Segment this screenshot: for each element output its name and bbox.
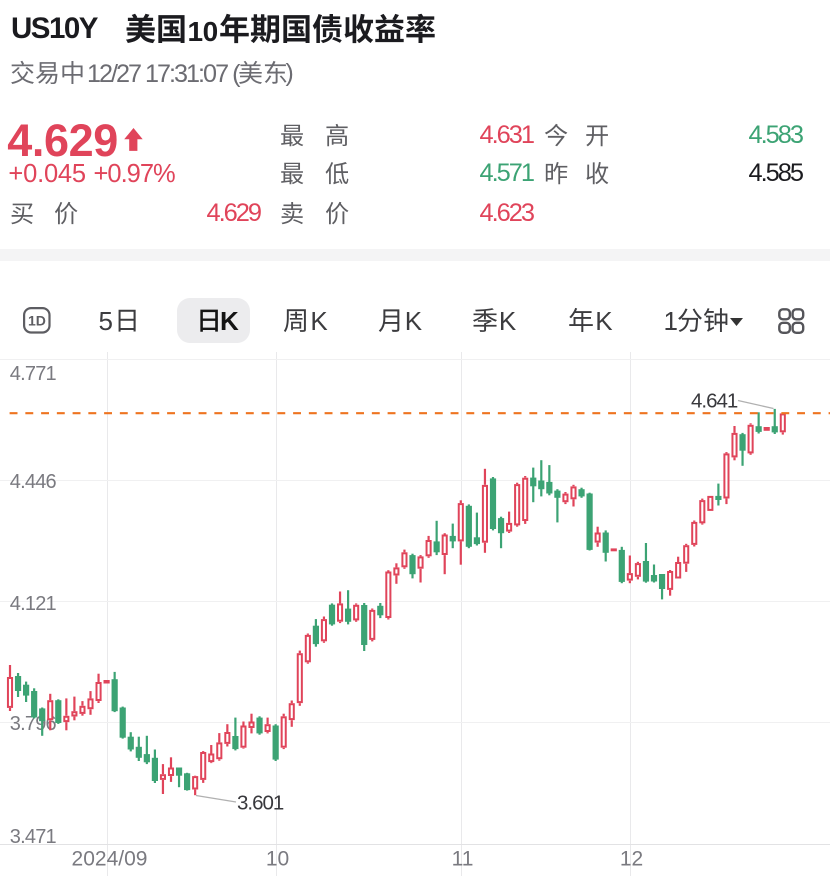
svg-text:10: 10 [266, 848, 289, 871]
svg-text:1D: 1D [28, 313, 46, 329]
svg-text:4.771: 4.771 [10, 363, 57, 385]
svg-text:3.601: 3.601 [237, 792, 284, 815]
svg-text:12: 12 [620, 848, 643, 871]
svg-text:3.471: 3.471 [10, 826, 57, 848]
svg-text:4.121: 4.121 [10, 593, 57, 615]
svg-text:4.641: 4.641 [691, 390, 738, 413]
svg-text:11: 11 [452, 848, 474, 871]
svg-text:3.796: 3.796 [10, 713, 57, 735]
svg-text:4.446: 4.446 [10, 471, 57, 493]
svg-text:2024/09: 2024/09 [72, 848, 148, 871]
